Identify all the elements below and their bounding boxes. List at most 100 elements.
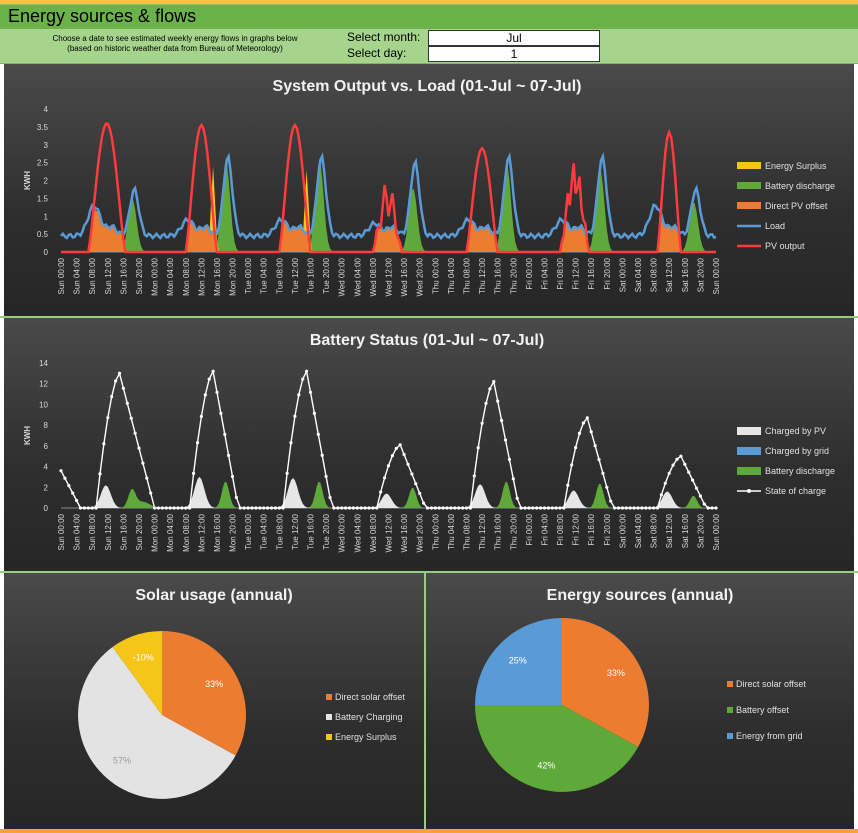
state-of-charge-point [102,442,106,446]
state-of-charge-point [328,495,332,500]
state-of-charge-point [242,506,246,510]
pie-data-label: 33% [205,679,223,689]
state-of-charge-point [347,506,352,510]
state-of-charge-point [624,506,628,510]
state-of-charge-point [332,506,336,510]
x-tick-label: Mon 20:00 [229,257,238,295]
x-tick-label: Tue 04:00 [260,257,269,293]
state-of-charge-point [90,506,94,510]
x-tick-label: Mon 08:00 [182,513,191,551]
y-tick-label: 4 [44,105,49,114]
state-of-charge-point [351,506,355,510]
output-load-chart-panel: System Output vs. Load (01-Jul ~ 07-Jul)… [4,64,854,316]
state-of-charge-point [192,471,196,475]
state-of-charge-point [550,506,554,510]
state-of-charge-point [207,377,211,381]
x-tick-label: Sat 12:00 [665,257,674,292]
state-of-charge-point [472,474,476,478]
x-tick-label: Tue 20:00 [322,257,331,293]
state-of-charge-point [145,476,149,480]
x-tick-label: Sat 16:00 [681,257,690,292]
state-of-charge-point [273,506,277,510]
x-tick-label: Mon 00:00 [151,513,160,551]
x-tick-label: Thu 12:00 [478,513,487,550]
legend-label: Direct solar offset [736,679,806,689]
state-of-charge-point [238,506,242,510]
y-axis-label: KWH [23,171,32,190]
divider [0,571,858,573]
x-tick-label: Wed 16:00 [400,513,409,552]
pie-data-label: 42% [537,761,555,771]
state-of-charge-point [511,477,515,481]
state-of-charge-point [308,390,313,394]
charged-by-pv-area [61,476,716,508]
legend-swatch [737,162,761,169]
x-tick-label: Sat 20:00 [696,513,705,548]
x-tick-label: Thu 08:00 [463,513,472,550]
x-tick-label: Fri 04:00 [541,513,550,545]
x-tick-label: Sun 20:00 [135,257,144,294]
state-of-charge-point [293,414,297,418]
state-of-charge-point [616,506,621,510]
state-of-charge-point [691,478,695,482]
state-of-charge-point [636,506,640,510]
state-of-charge-point [137,446,141,450]
state-of-charge-point [425,506,430,510]
y-tick-label: 0 [44,248,49,257]
state-of-charge-point [468,506,472,510]
state-of-charge-point [363,506,367,510]
x-tick-label: Wed 04:00 [353,513,362,552]
state-of-charge-point [710,506,714,510]
state-of-charge-point [203,393,207,397]
state-of-charge-point [679,454,683,458]
state-of-charge-point [277,506,281,510]
pie-slice [112,630,162,715]
state-of-charge-point [219,411,223,415]
y-tick-label: 1 [44,212,49,221]
state-of-charge-point [558,506,562,510]
state-of-charge-point [94,506,98,510]
battery-status-chart: Battery Status (01-Jul ~ 07-Jul) KWH 0 2 4 6 8… [23,332,835,553]
x-tick-label: Fri 12:00 [572,257,581,289]
output-load-chart: System Output vs. Load (01-Jul ~ 07-Jul)… [23,78,835,297]
state-of-charge-point [359,506,363,510]
x-tick-label: Sat 08:00 [650,513,659,548]
state-of-charge-point [78,506,83,510]
x-tick-label: Sun 16:00 [119,257,128,294]
state-of-charge-point [82,506,86,510]
x-tick-label: Mon 00:00 [151,257,160,295]
legend-swatch [737,467,761,475]
state-of-charge-point [648,506,652,510]
x-tick-label: Sun 12:00 [104,257,113,294]
instructions: Choose a date to see estimated weekly en… [20,34,330,54]
state-of-charge-point [176,506,180,510]
state-of-charge-point [230,474,235,479]
state-of-charge-point [480,421,484,425]
legend-label: PV output [765,241,805,251]
state-of-charge-point [406,462,410,466]
month-select[interactable]: Jul [428,30,600,46]
legend-swatch [326,714,332,720]
chart-title: Battery Status (01-Jul ~ 07-Jul) [310,332,544,349]
x-tick-label: Thu 00:00 [431,257,440,294]
x-tick-label: Tue 12:00 [291,513,300,549]
energy-sources-pie-chart: Energy sources (annual) 33% 42% 25% Direct s… [475,587,806,792]
day-select[interactable]: 1 [428,46,600,62]
x-tick-label: Sat 08:00 [650,257,659,292]
state-of-charge-point [503,438,508,442]
y-tick-label: 1.5 [37,194,49,203]
state-of-charge-point [117,371,122,375]
state-of-charge-point [620,506,625,510]
state-of-charge-point [390,454,394,458]
y-tick-label: 3 [44,141,49,150]
state-of-charge-point [398,443,402,447]
state-of-charge-point [125,401,129,405]
chart-title: Energy sources (annual) [547,587,734,604]
state-of-charge-point [535,506,539,510]
state-of-charge-point [156,506,161,510]
state-of-charge-point [371,506,375,510]
legend-label: Energy from grid [736,731,803,741]
state-of-charge-point [285,471,289,475]
month-label: Select month: [347,30,421,44]
state-of-charge-point [675,457,679,461]
